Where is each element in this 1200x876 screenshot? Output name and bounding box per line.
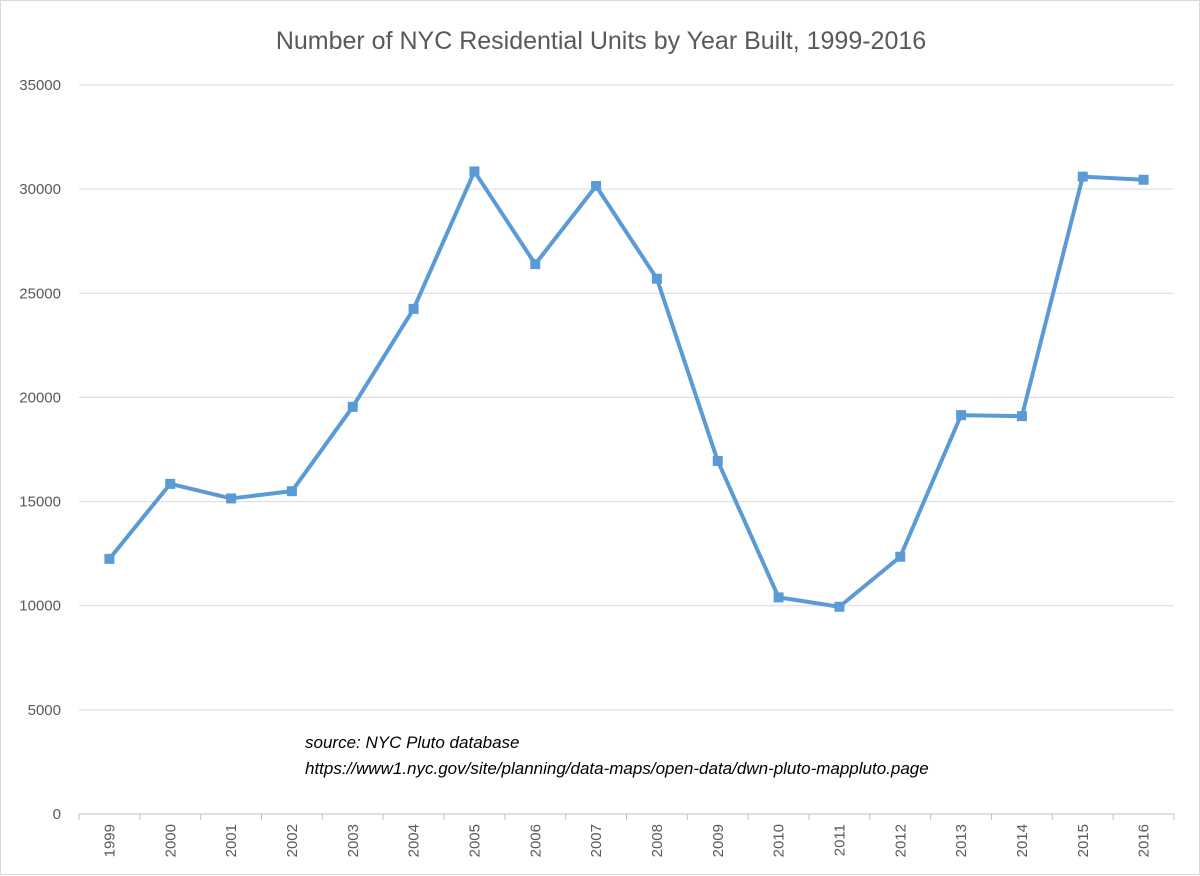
x-tick-label-2004: 2004 xyxy=(406,824,423,857)
x-tick-label-2007: 2007 xyxy=(588,824,605,857)
x-tick-label-1999: 1999 xyxy=(101,824,118,857)
series-layer xyxy=(104,166,1149,612)
data-point-2011 xyxy=(834,601,845,612)
x-tick-label-2002: 2002 xyxy=(284,824,301,857)
x-tick-label-2009: 2009 xyxy=(710,824,727,857)
y-tick-label-10000: 10000 xyxy=(19,598,61,615)
x-tick-label-2003: 2003 xyxy=(345,824,362,857)
data-point-2003 xyxy=(347,401,358,412)
data-point-2008 xyxy=(651,273,662,284)
x-tick-label-2015: 2015 xyxy=(1075,824,1092,857)
x-tick-label-2011: 2011 xyxy=(831,824,848,856)
data-point-2002 xyxy=(286,486,297,497)
y-tick-label-20000: 20000 xyxy=(19,389,61,406)
data-point-2012 xyxy=(895,551,906,562)
data-point-2009 xyxy=(712,455,723,466)
data-point-2007 xyxy=(591,181,602,192)
y-axis-ticks: 0 5000 10000 15000 20000 25000 30000 35000 xyxy=(19,77,61,823)
data-point-2005 xyxy=(469,166,480,177)
x-tick-label-2013: 2013 xyxy=(953,824,970,857)
data-point-2015 xyxy=(1077,171,1088,182)
source-annotation: source: NYC Pluto database xyxy=(305,733,520,752)
chart-title: Number of NYC Residential Units by Year … xyxy=(276,27,926,55)
data-point-2013 xyxy=(956,410,967,421)
data-point-2000 xyxy=(165,478,176,489)
x-tick-label-2001: 2001 xyxy=(223,824,240,857)
gridlines xyxy=(79,84,1174,815)
y-tick-label-0: 0 xyxy=(53,806,61,823)
source-url-annotation: https://www1.nyc.gov/site/planning/data-… xyxy=(305,759,929,778)
data-point-2001 xyxy=(226,493,237,504)
data-point-1999 xyxy=(104,553,115,564)
y-tick-label-25000: 25000 xyxy=(19,285,61,302)
x-tick-label-2014: 2014 xyxy=(1014,824,1031,857)
x-tick-label-2005: 2005 xyxy=(466,824,483,857)
x-tick-label-2006: 2006 xyxy=(527,824,544,857)
data-point-2010 xyxy=(773,592,784,603)
x-tick-label-2008: 2008 xyxy=(649,824,666,857)
data-point-2014 xyxy=(1016,411,1027,422)
series-line-0 xyxy=(107,169,1144,609)
data-point-2006 xyxy=(530,259,541,270)
x-axis-ticks: 1999 2000 2001 2002 2003 2004 2005 2006 2007 2008… xyxy=(78,814,1175,857)
x-tick-label-2010: 2010 xyxy=(771,824,788,857)
y-tick-label-15000: 15000 xyxy=(19,494,61,511)
x-tick-label-2016: 2016 xyxy=(1136,824,1153,857)
data-point-2016 xyxy=(1138,174,1149,185)
data-point-2004 xyxy=(408,303,419,314)
x-tick-label-2012: 2012 xyxy=(892,824,909,857)
y-tick-label-30000: 30000 xyxy=(19,181,61,198)
y-tick-label-35000: 35000 xyxy=(19,77,61,94)
y-tick-label-5000: 5000 xyxy=(28,702,61,719)
x-tick-label-2000: 2000 xyxy=(162,824,179,857)
